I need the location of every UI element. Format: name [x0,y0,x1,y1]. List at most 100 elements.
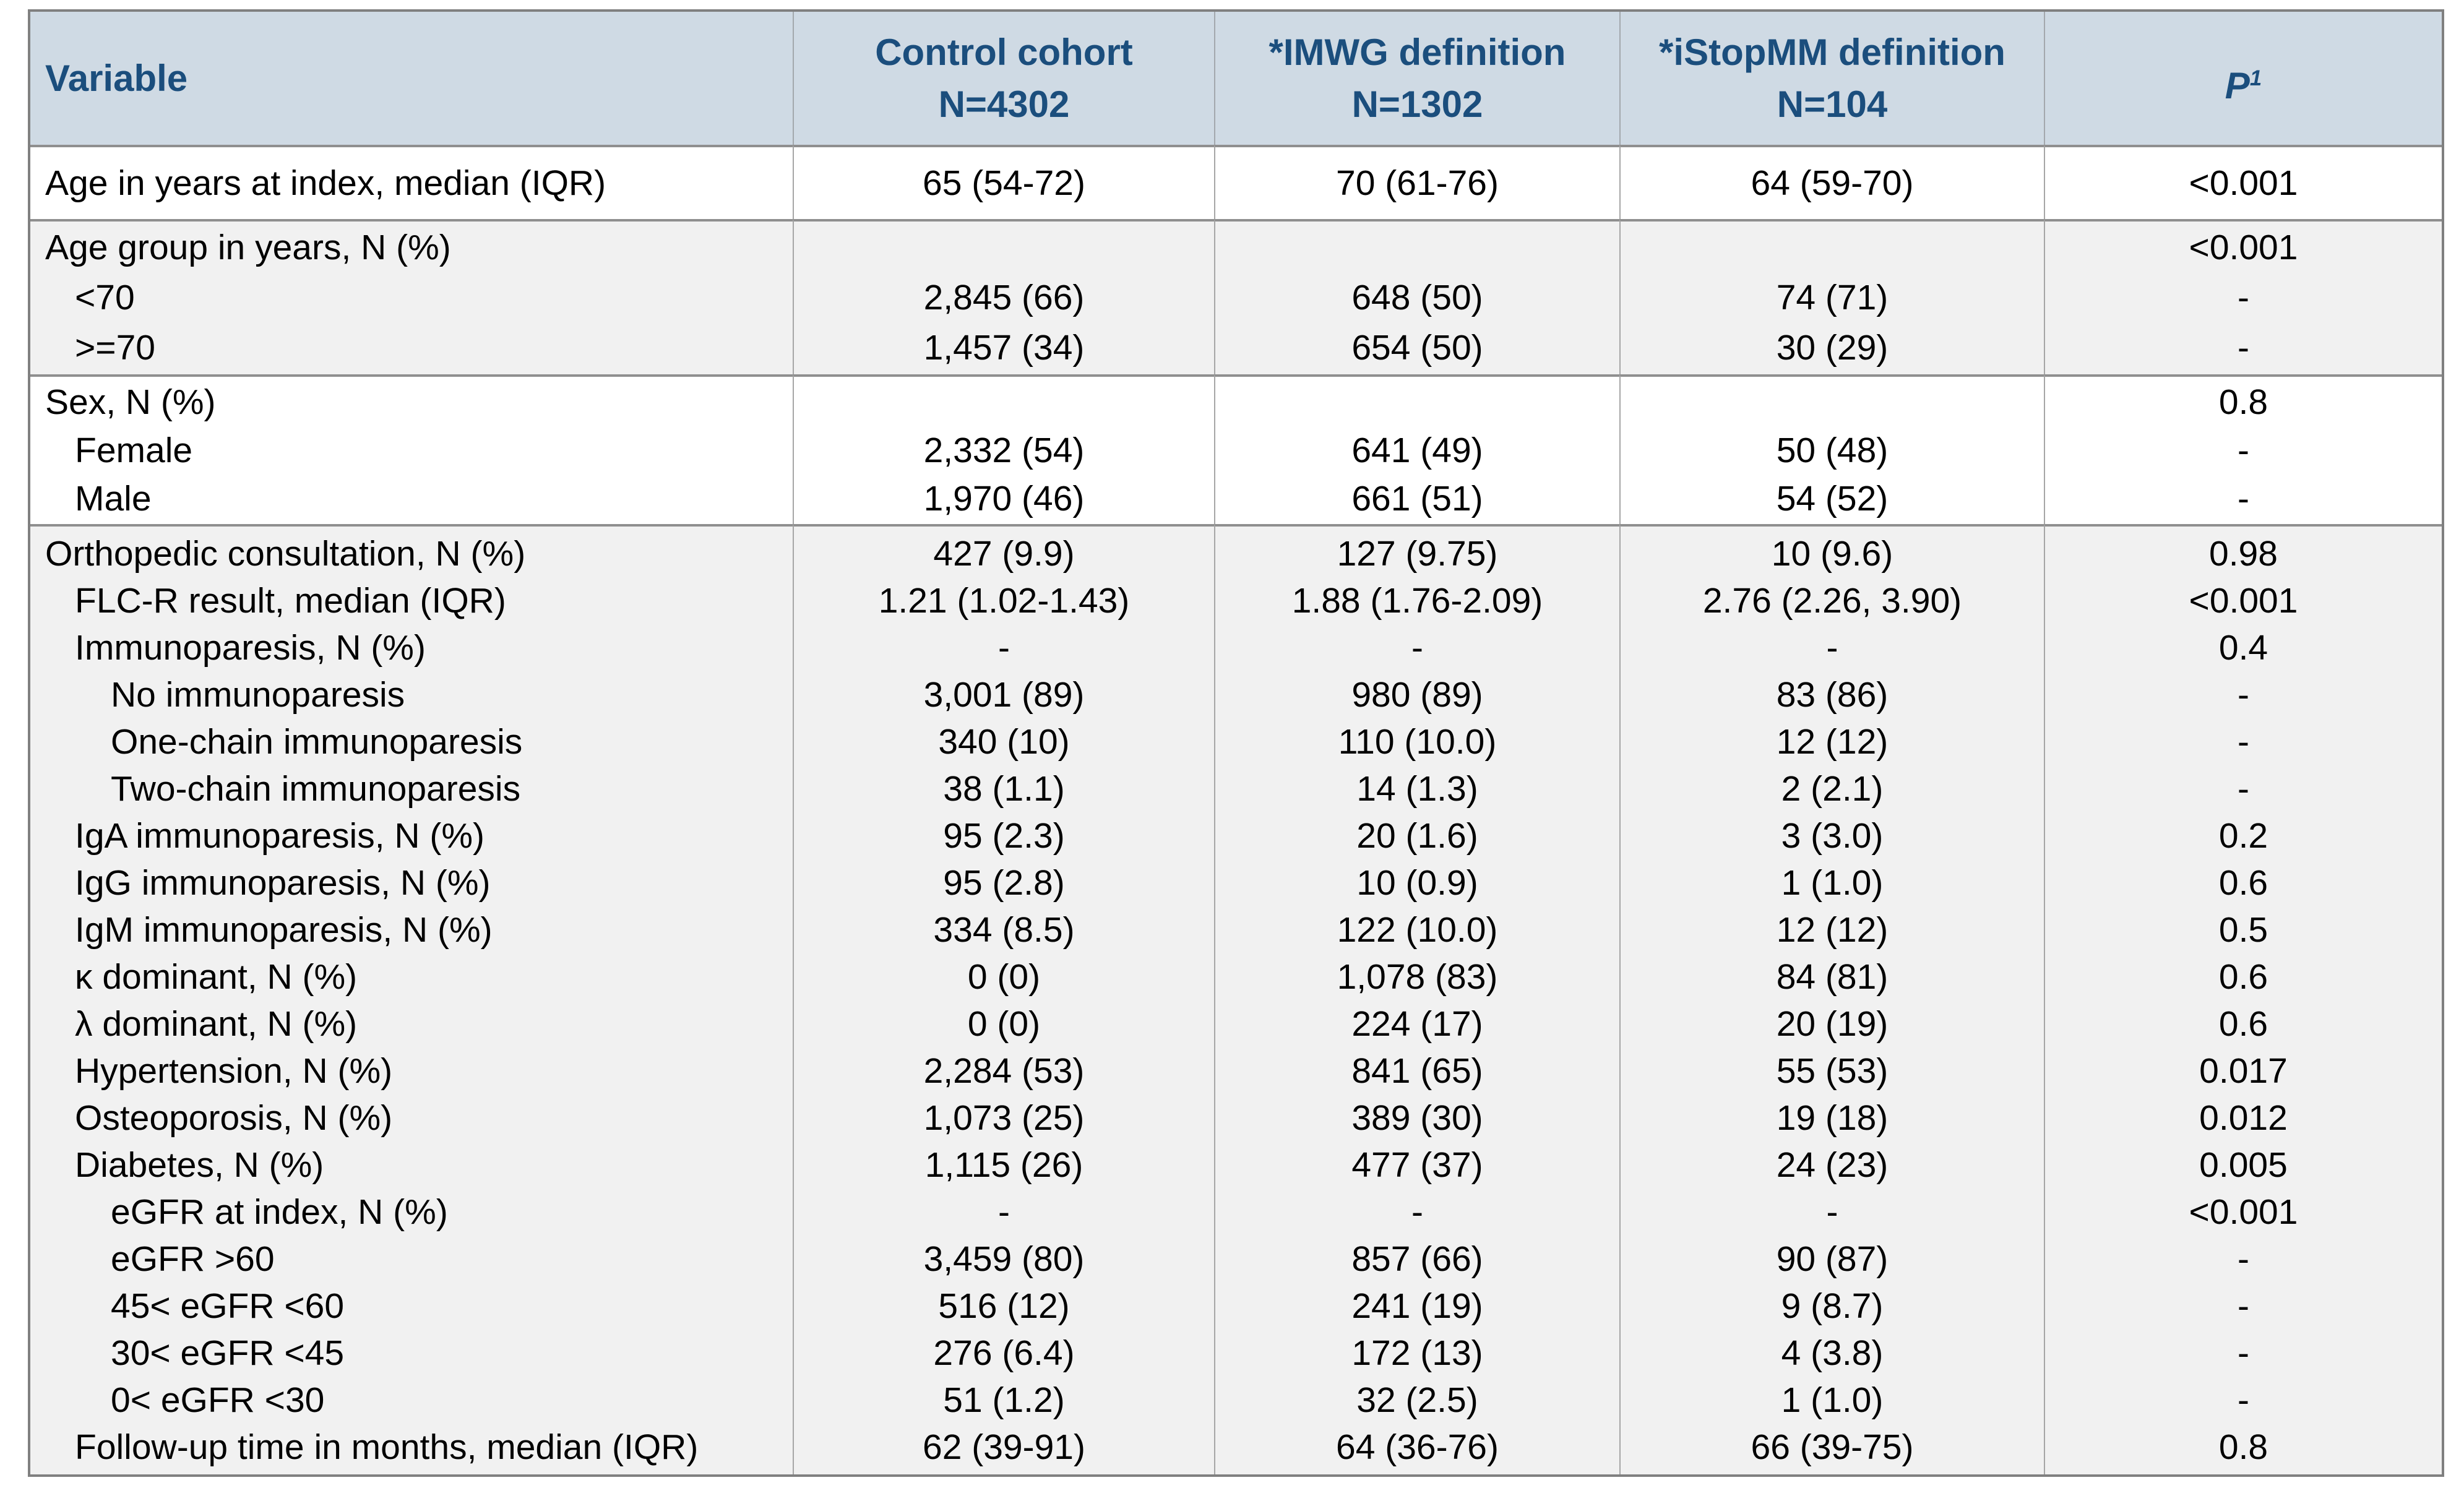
column-header-p: P1 [2044,12,2442,145]
column-header-variable: Variable [30,12,793,145]
row-label: Osteoporosis, N (%) [75,1098,393,1138]
cell-value: - [2238,1380,2249,1420]
row-label: 30< eGFR <45 [111,1333,345,1373]
cell-value: - [2238,328,2249,368]
section-2-values-col-2: 641 (49) 661 (51) [1214,374,1619,524]
cell-value: <0.001 [2189,1192,2298,1232]
row-label: One-chain immunoparesis [111,722,523,762]
cell-value: 1 (1.0) [1781,1380,1884,1420]
cell-value: 648 (50) [1351,278,1483,317]
row-label: Male [75,479,152,518]
row-label: Age group in years, N (%) [45,228,451,267]
cell-value: 841 (65) [1351,1051,1483,1091]
cell-value: 0.8 [2218,382,2268,422]
cell-value: 654 (50) [1351,328,1483,368]
cell-value: - [998,1192,1010,1232]
cell-value: 62 (39-91) [923,1427,1085,1467]
cell-value: 389 (30) [1351,1098,1483,1138]
section-1-values-col-2: 648 (50) 654 (50) [1214,219,1619,374]
row-label: IgG immunoparesis, N (%) [75,863,491,903]
cell-value: 20 (1.6) [1356,816,1478,856]
section-3-values-col-2: 127 (9.75) 1.88 (1.76-2.09) - 980 (89) 110 (… [1214,524,1619,1474]
column-header-label: P [2225,64,2250,106]
cell-value: 51 (1.2) [943,1380,1065,1420]
cell-value: 0.6 [2218,957,2268,997]
cell-value: - [2238,278,2249,317]
cell-value: 1.21 (1.02-1.43) [878,581,1130,621]
cell-value: - [2238,1286,2249,1326]
cell-value: - [2238,1333,2249,1373]
cell-value: 84 (81) [1776,957,1889,997]
cell-value: - [2238,1239,2249,1279]
cell-value: 24 (23) [1776,1145,1889,1185]
cell-value: 38 (1.1) [943,769,1065,809]
cell-value: 66 (39-75) [1751,1427,1914,1467]
cell-value: 0.6 [2218,1004,2268,1044]
cell-value: 95 (2.3) [943,816,1065,856]
cohort-characteristics-table-wrapper: Variable Control cohort N=4302 *IMWG defini… [28,9,2444,1477]
cell-value: <0.001 [2189,581,2298,621]
section-0-values-col-2: 70 (61-76) [1214,145,1619,219]
cell-value: 0.017 [2199,1051,2288,1091]
section-0-values-col-1: 65 (54-72) [793,145,1214,219]
cell-value: 477 (37) [1351,1145,1483,1185]
section-1-labels: Age group in years, N (%) <70 >=70 [30,219,793,374]
cell-value: 19 (18) [1776,1098,1889,1138]
cell-value: 54 (52) [1776,479,1889,518]
cell-value: - [2238,769,2249,809]
row-label: Orthopedic consultation, N (%) [45,534,526,574]
cell-value: 122 (10.0) [1337,910,1498,950]
cell-value: 64 (59-70) [1751,163,1914,203]
cell-value: - [998,628,1010,668]
column-header-label: *IMWG definition [1269,31,1566,73]
row-label: 0< eGFR <30 [111,1380,325,1420]
section-3-values-col-1: 427 (9.9) 1.21 (1.02-1.43) - 3,001 (89) 340 … [793,524,1214,1474]
row-label: <70 [75,278,135,317]
cell-value: 0.5 [2218,910,2268,950]
cell-value: 276 (6.4) [933,1333,1075,1373]
section-3-labels: Orthopedic consultation, N (%) FLC-R resu… [30,524,793,1474]
section-3-values-col-3: 10 (9.6) 2.76 (2.26, 3.90) - 83 (86) 12 (12)… [1619,524,2044,1474]
cell-value: 90 (87) [1776,1239,1889,1279]
cell-value: 3 (3.0) [1781,816,1884,856]
cell-value: 32 (2.5) [1356,1380,1478,1420]
row-label: IgM immunoparesis, N (%) [75,910,493,950]
row-label: Female [75,431,193,470]
row-label: Sex, N (%) [45,382,216,422]
row-label: eGFR at index, N (%) [111,1192,448,1232]
column-header-label: Variable [45,57,188,99]
cell-value: 1,073 (25) [923,1098,1085,1138]
cell-value: 12 (12) [1776,722,1889,762]
cell-value: 95 (2.8) [943,863,1065,903]
row-label: Two-chain immunoparesis [111,769,521,809]
section-1-values-col-4: <0.001 - - [2044,219,2442,374]
cell-value: 70 (61-76) [1336,163,1499,203]
cell-value [1621,223,2044,273]
cell-value: 2,332 (54) [923,431,1085,470]
cell-value: 857 (66) [1351,1239,1483,1279]
cell-value: 241 (19) [1351,1286,1483,1326]
column-header-control-cohort: Control cohort N=4302 [793,12,1214,145]
cell-value: 340 (10) [938,722,1070,762]
cell-value: 55 (53) [1776,1051,1889,1091]
row-label: IgA immunoparesis, N (%) [75,816,485,856]
row-label: κ dominant, N (%) [75,957,358,997]
cell-value: 10 (0.9) [1356,863,1478,903]
cell-value [794,223,1214,273]
cell-value [1215,378,1619,426]
cell-value: 1,457 (34) [923,328,1085,368]
cell-value: 64 (36-76) [1336,1427,1499,1467]
row-label: Immunoparesis, N (%) [75,628,426,668]
cell-value: 224 (17) [1351,1004,1483,1044]
cell-value [1215,223,1619,273]
cell-value: 0.4 [2218,628,2268,668]
row-label: λ dominant, N (%) [75,1004,358,1044]
cell-value: 516 (12) [938,1286,1070,1326]
cell-value: 14 (1.3) [1356,769,1478,809]
cell-value: 427 (9.9) [933,534,1075,574]
section-0-labels: Age in years at index, median (IQR) [30,145,793,219]
cell-value: 50 (48) [1776,431,1889,470]
cell-value: 0.8 [2218,1427,2268,1467]
cell-value: <0.001 [2189,228,2298,267]
row-label: Hypertension, N (%) [75,1051,393,1091]
